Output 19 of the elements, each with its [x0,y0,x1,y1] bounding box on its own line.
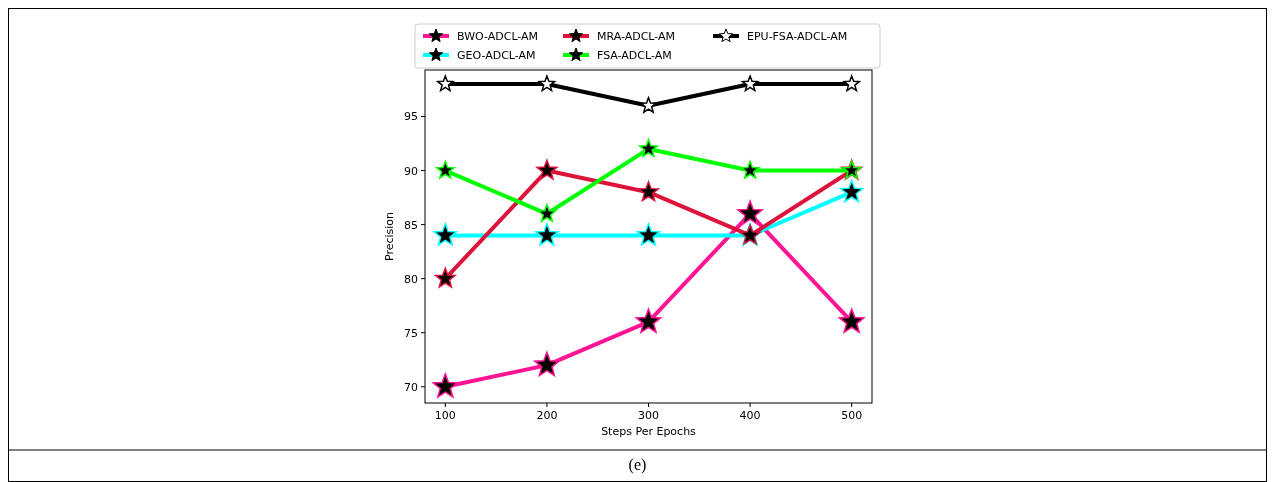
x-tick-label: 300 [638,409,659,422]
x-tick-label: 400 [739,409,761,422]
y-tick-label: 70 [404,380,418,394]
legend-label: BWO-ADCL-AM [457,30,539,43]
legend-label: EPU-FSA-ADCL-AM [747,30,848,43]
y-axis-title: Precision [383,211,396,262]
y-tick-label: 95 [404,110,418,124]
legend-label: FSA-ADCL-AM [597,49,672,62]
y-tick-label: 75 [404,326,418,340]
y-tick-label: 90 [404,164,418,178]
x-tick-label: 500 [841,409,863,422]
y-tick-label: 80 [404,272,418,286]
legend-label: MRA-ADCL-AM [597,30,676,43]
text: (e) [628,456,647,474]
x-axis-title: Steps Per Epochs [601,425,697,438]
x-tick-label: 200 [536,409,558,422]
legend-label: GEO-ADCL-AM [457,49,536,62]
x-tick-label: 100 [434,409,456,422]
y-tick-label: 85 [404,218,418,232]
